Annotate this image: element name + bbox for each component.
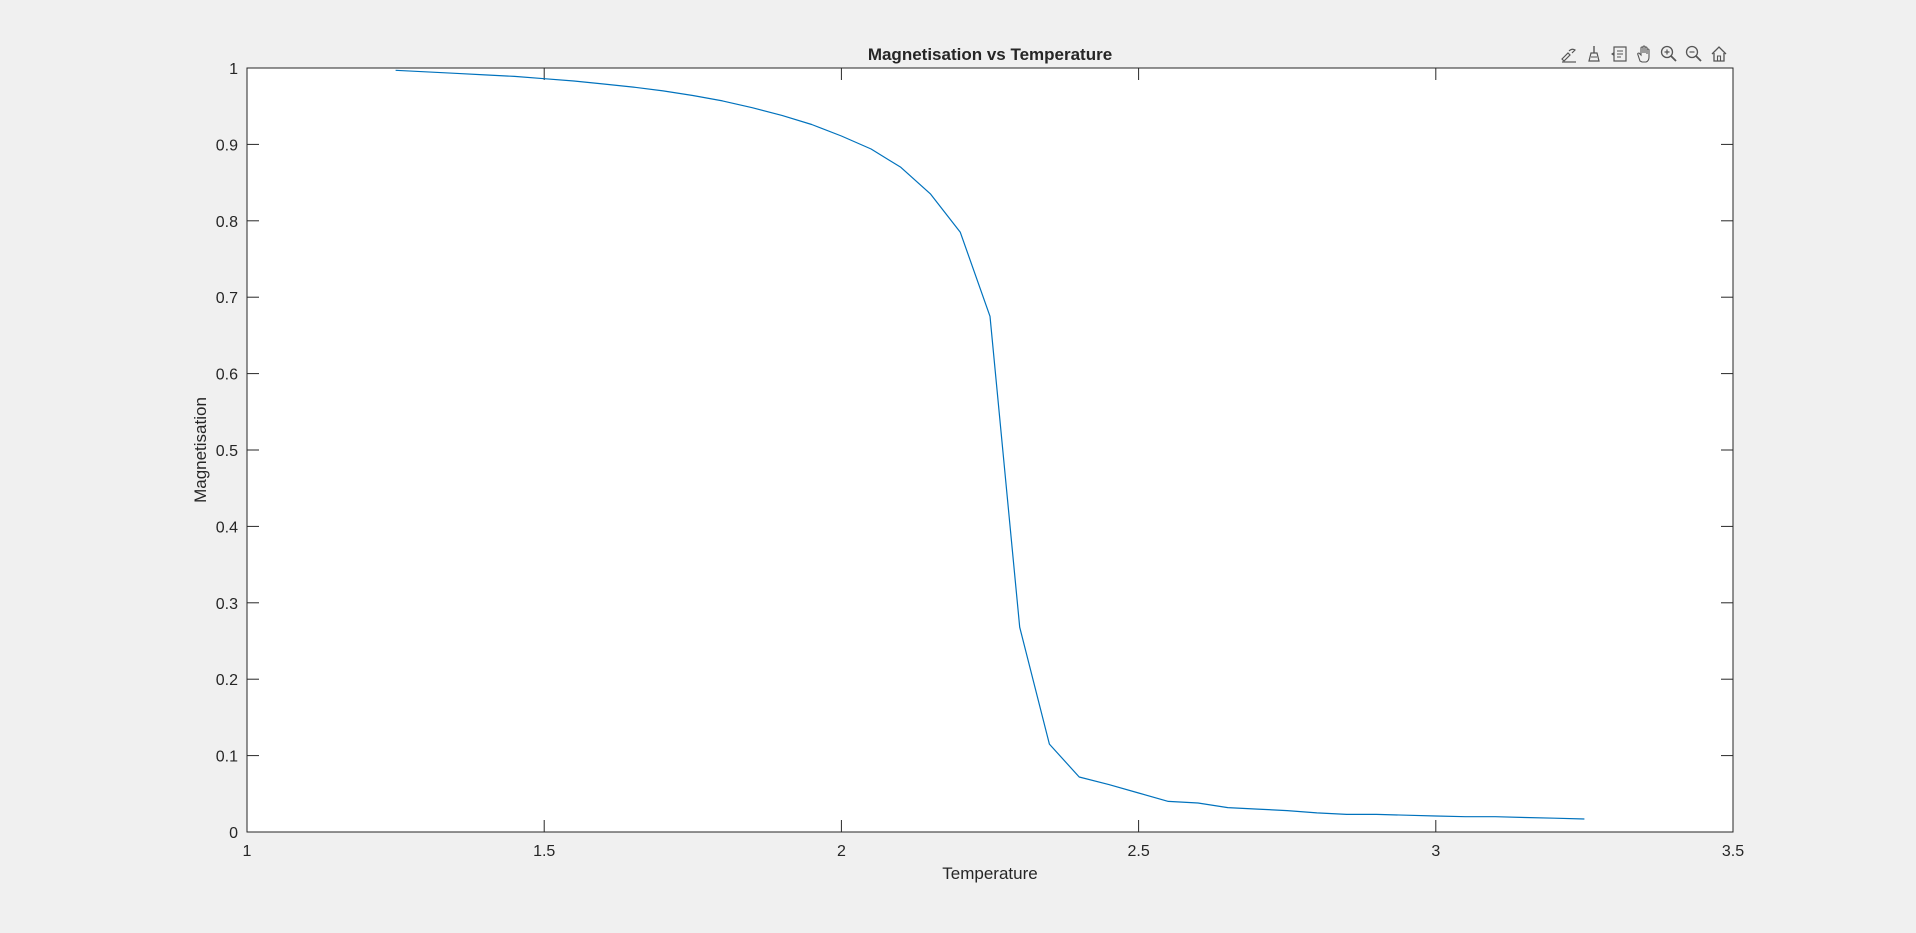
chart-title: Magnetisation vs Temperature [868,45,1112,64]
x-tick-label: 2 [837,843,846,860]
brush-button[interactable] [1583,43,1605,65]
x-tick-label: 3 [1431,843,1440,860]
tick-labels: 1 1.5 2 2.5 3 3.5 0 0.1 0.2 0.3 0.4 0.5 0.6 0.7 0.8 0.9… [216,61,1744,860]
y-axis-label: Magnetisation [191,397,210,503]
y-tick-label: 1 [229,61,238,78]
pan-button[interactable] [1633,43,1655,65]
data-tips-icon [1611,46,1627,62]
y-tick-label: 0.5 [216,443,238,460]
data-tips-button[interactable] [1608,43,1630,65]
plot-area[interactable] [247,68,1733,832]
y-tick-label: 0.9 [216,137,238,154]
home-button[interactable] [1708,43,1730,65]
y-tick-label: 0.6 [216,367,238,384]
zoom-out-icon [1685,45,1702,62]
y-tick-label: 0.1 [216,749,238,766]
x-tick-label: 2.5 [1127,843,1149,860]
x-axis-label: Temperature [942,864,1037,883]
x-tick-label: 1 [243,843,252,860]
x-tick-label: 3.5 [1722,843,1744,860]
home-icon [1711,46,1727,62]
pan-icon [1637,45,1650,63]
y-tick-label: 0.4 [216,519,238,536]
series-layer [395,69,1585,820]
axes-toolbar [1558,42,1730,66]
y-tick-label: 0.8 [216,214,238,231]
series-line[interactable] [395,69,1585,820]
zoom-out-button[interactable] [1683,43,1705,65]
y-tick-label: 0.2 [216,672,238,689]
y-tick-label: 0 [229,825,238,842]
y-tick-label: 0.3 [216,596,238,613]
x-tick-label: 1.5 [533,843,555,860]
zoom-in-icon [1660,45,1677,62]
y-tick-label: 0.7 [216,290,238,307]
export-button[interactable] [1558,43,1580,65]
axes-frame [246,67,1734,833]
zoom-in-button[interactable] [1658,43,1680,65]
brush-icon [1588,46,1600,62]
export-icon [1561,48,1576,63]
